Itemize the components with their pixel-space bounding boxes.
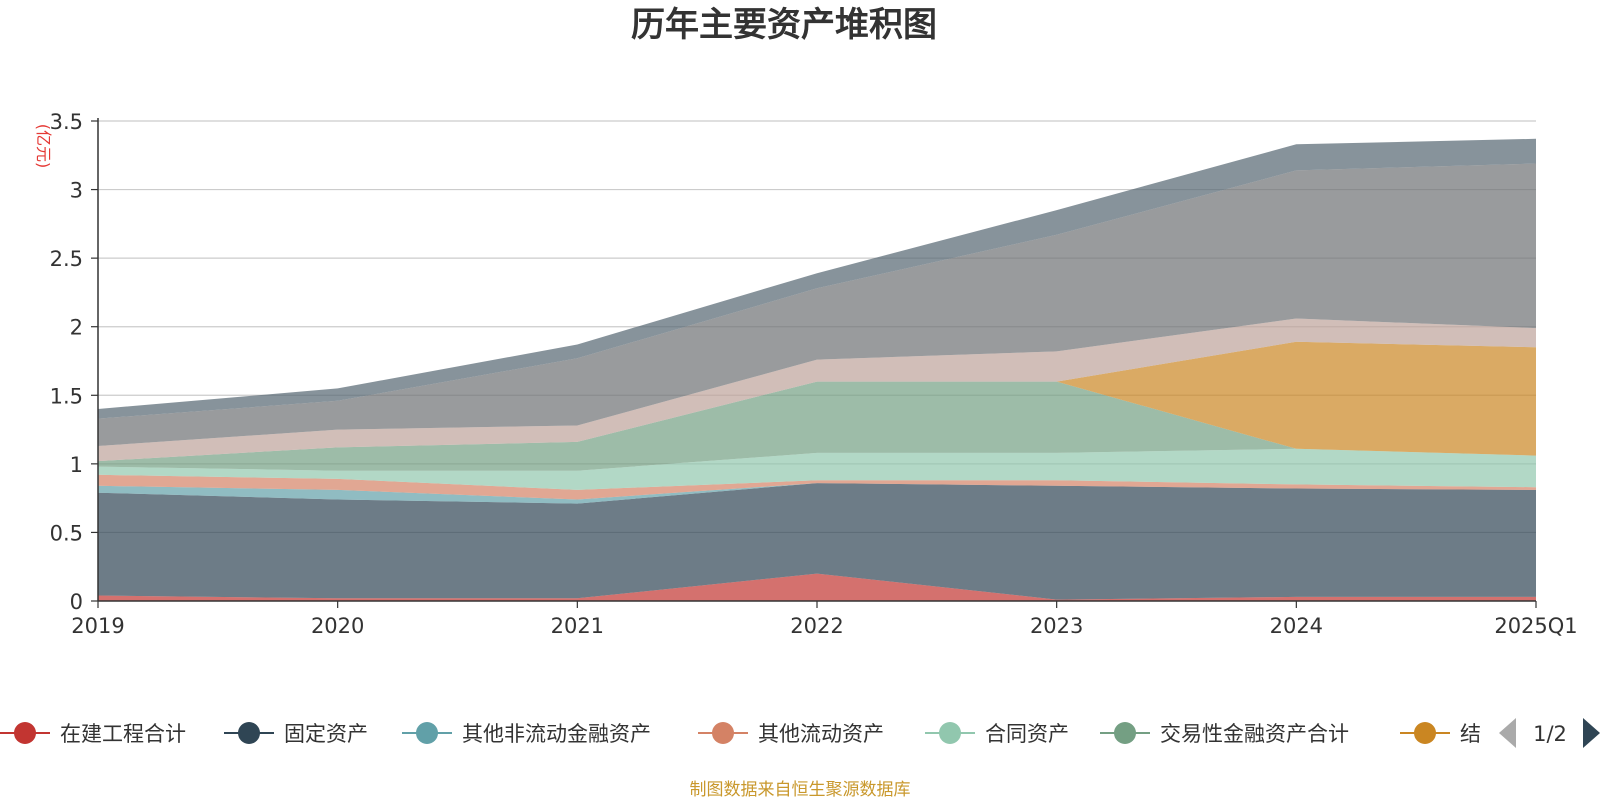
x-tick-label: 2024 [1270, 614, 1323, 638]
legend-item-4[interactable]: 其他流动资产 [698, 722, 884, 746]
area-series-6 [98, 381, 1536, 471]
area-series-10 [98, 138, 1536, 419]
area-series-2 [98, 483, 1536, 600]
area-series-1 [98, 573, 1536, 601]
y-tick-label: 0 [70, 590, 83, 614]
legend-marker-icon [238, 722, 260, 744]
legend-item-7[interactable]: 结 [1400, 722, 1481, 746]
legend-pager: 1/2 [1499, 718, 1600, 748]
area-series-5 [98, 448, 1536, 490]
area-series [98, 138, 1536, 601]
y-tick-label: 1 [70, 453, 83, 477]
y-tick-label: 3.5 [50, 110, 83, 134]
legend-marker-icon [416, 722, 438, 744]
area-series-8 [98, 318, 1536, 462]
legend-label: 交易性金融资产合计 [1160, 722, 1349, 746]
legend-label: 其他非流动金融资产 [462, 722, 651, 746]
legend-marker-icon [1414, 722, 1436, 744]
area-series-3 [98, 483, 1536, 504]
area-series-7 [98, 341, 1536, 462]
y-axis-unit-label: (亿元) [34, 124, 53, 169]
legend-item-3[interactable]: 其他非流动金融资产 [402, 722, 651, 746]
legend-label: 固定资产 [284, 722, 368, 746]
legend-label: 结 [1460, 722, 1481, 746]
legend: 在建工程合计 固定资产 其他非流动金融资产 其他流动资产 合同资产 交易性金融资产合计 结 [0, 722, 1481, 746]
y-tick-label: 2 [70, 316, 83, 340]
legend-item-5[interactable]: 合同资产 [925, 722, 1069, 746]
legend-label: 合同资产 [985, 722, 1069, 746]
legend-next-page-icon[interactable] [1583, 718, 1600, 748]
legend-label: 其他流动资产 [758, 722, 884, 746]
y-tick-label: 3 [70, 179, 83, 203]
y-tick-label: 0.5 [50, 521, 83, 545]
x-tick-label: 2023 [1030, 614, 1083, 638]
area-series-4 [98, 474, 1536, 500]
axes: 0 0.5 1 1.5 2 2.5 3 3.5 2019 2020 2021 2022 2023 2024… [50, 110, 1578, 638]
legend-item-2[interactable]: 固定资产 [224, 722, 368, 746]
data-source-note: 制图数据来自恒生聚源数据库 [690, 780, 911, 800]
legend-marker-icon [712, 722, 734, 744]
legend-item-1[interactable]: 在建工程合计 [0, 722, 186, 746]
legend-item-6[interactable]: 交易性金融资产合计 [1100, 722, 1349, 746]
legend-marker-icon [14, 722, 36, 744]
area-series-9 [98, 163, 1536, 446]
x-tick-label: 2019 [71, 614, 124, 638]
x-tick-label: 2025Q1 [1494, 614, 1577, 638]
legend-page-indicator: 1/2 [1533, 722, 1567, 746]
legend-marker-icon [1114, 722, 1136, 744]
chart-title: 历年主要资产堆积图 [631, 5, 937, 45]
y-tick-label: 2.5 [50, 247, 83, 271]
y-tick-label: 1.5 [50, 384, 83, 408]
legend-prev-page-icon[interactable] [1499, 718, 1516, 748]
x-tick-label: 2020 [311, 614, 364, 638]
legend-marker-icon [939, 722, 961, 744]
legend-label: 在建工程合计 [60, 722, 186, 746]
x-tick-label: 2022 [790, 614, 843, 638]
x-tick-label: 2021 [551, 614, 604, 638]
